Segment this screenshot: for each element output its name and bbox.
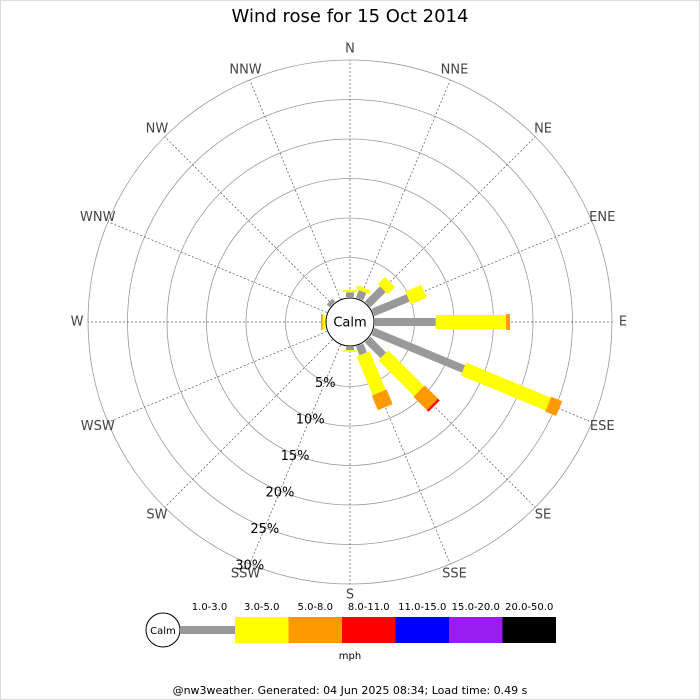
wind-bar [375,318,436,326]
wind-bar [506,314,511,330]
direction-label: SE [535,508,551,523]
wind-bar [364,336,387,359]
wind-bar [346,347,354,351]
legend-label: 5.0-8.0 [298,602,333,613]
ring-label: 25% [250,522,279,537]
wind-bar [378,350,424,396]
direction-label: NE [534,121,552,136]
legend-swatch [342,617,396,643]
legend-swatch [235,617,289,643]
legend-swatch [449,617,503,643]
wind-bar [343,350,357,352]
spoke [372,221,593,313]
direction-label: WNW [80,210,116,225]
direction-label: SSW [231,567,261,582]
wind-bar [435,315,507,329]
spoke [164,339,333,508]
direction-label: N [345,42,355,57]
direction-label: W [71,315,84,330]
spoke [107,331,328,423]
direction-label: E [619,315,627,330]
legend-swatch [395,617,449,643]
spoke [164,136,333,305]
calm-circle [325,297,375,347]
wind-bar [377,277,395,295]
legend-swatch [180,626,235,634]
wind-bar [326,298,336,308]
ring-label: 5% [315,376,336,391]
direction-label: NNE [441,62,469,77]
spoke [249,344,341,565]
wind-bar [371,327,466,373]
spoke [367,136,536,305]
ring-label: 30% [235,559,264,574]
wind-bar [426,398,440,412]
calm-label: Calm [333,316,366,331]
legend-label: 3.0-5.0 [244,602,279,613]
wind-bar [355,343,367,356]
direction-label: NW [146,121,169,136]
chart-title: Wind rose for 15 Oct 2014 [232,6,469,27]
ring-label: 20% [266,486,295,501]
direction-label: ENE [589,210,615,225]
wind-bar [343,289,357,293]
wind-bar [321,314,323,330]
wind-bar [545,396,563,416]
spoke [359,344,451,565]
wind-bar [405,284,427,305]
spoke [367,339,536,508]
wind-bar [346,292,354,297]
spoke [107,221,328,313]
unit-label: mph [339,651,361,662]
wind-bar [364,286,386,308]
wind-bar [371,294,410,317]
wind-bar [413,385,439,411]
legend-calm-label: Calm [150,626,176,637]
wind-bar [355,290,367,301]
direction-label: WSW [81,419,115,434]
direction-label: S [346,588,354,603]
direction-label: SSE [442,567,467,582]
spoke [249,79,341,300]
direction-label: SW [146,508,167,523]
legend-label: 20.0-50.0 [505,602,553,613]
direction-label: ESE [590,419,615,434]
legend-label: 11.0-15.0 [398,602,446,613]
legend-label: 15.0-20.0 [452,602,500,613]
legend-swatch [502,617,556,643]
wind-bar [356,351,386,396]
wind-bar [322,315,325,329]
wind-bar [356,285,371,295]
footer: @nw3weather. Generated: 04 Jun 2025 08:3… [173,684,528,697]
legend-label: 1.0-3.0 [192,602,227,613]
ring-label: 15% [281,449,310,464]
legend-label: 8.0-11.0 [348,602,390,613]
wind-bar [460,362,551,411]
spoke [359,79,451,300]
wind-bar [371,389,393,411]
ring-label: 10% [296,413,325,428]
direction-label: NNW [229,62,261,77]
legend-swatch [288,617,342,643]
